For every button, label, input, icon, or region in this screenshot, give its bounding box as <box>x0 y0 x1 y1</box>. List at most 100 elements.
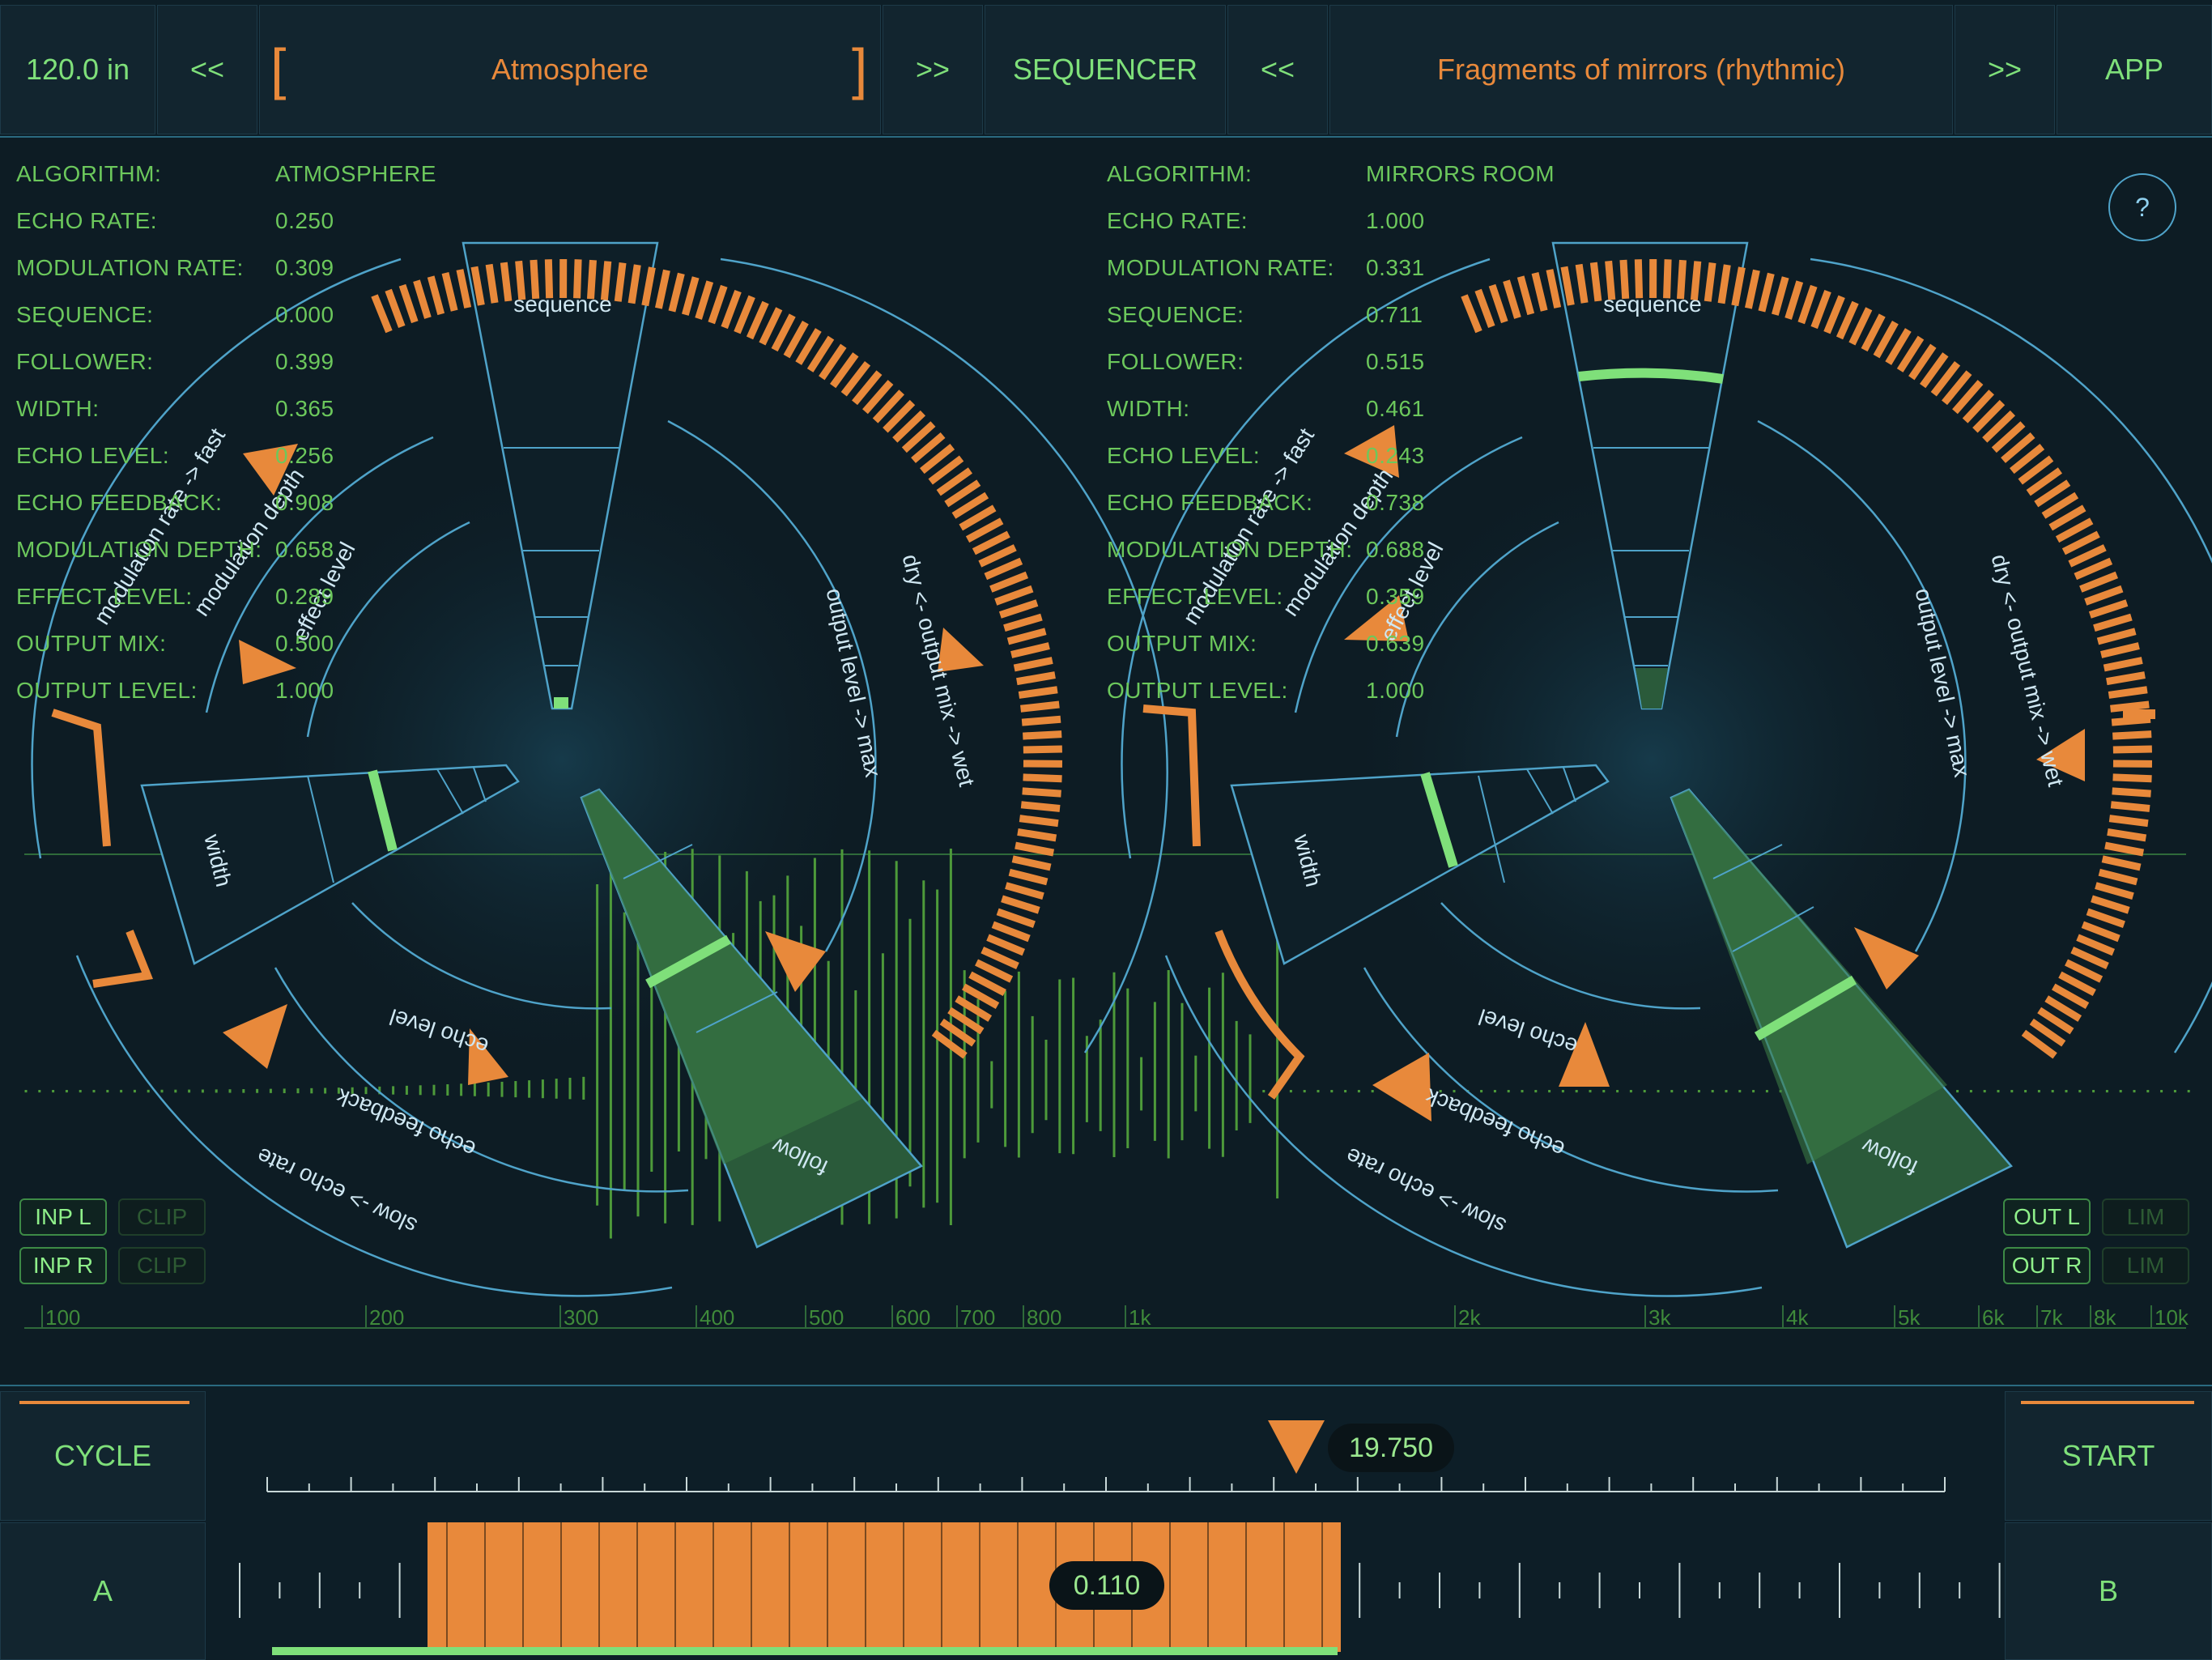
tempo-display[interactable]: 120.0 in <box>0 5 155 134</box>
output-level-segment <box>2104 661 2142 669</box>
right-param-key: OUTPUT MIX: <box>1107 620 1257 667</box>
input-right-meter[interactable]: INP R <box>19 1247 107 1284</box>
ab-selection[interactable] <box>428 1522 1341 1652</box>
right-echo-rate-label: slow -> echo rate <box>1342 1143 1509 1239</box>
input-left-clip: CLIP <box>118 1198 206 1236</box>
output-level-segment <box>618 263 623 302</box>
left-echo-rate-handle[interactable] <box>223 1004 287 1069</box>
preset-right-selector[interactable]: Fragments of mirrors (rhythmic) <box>1329 5 1953 134</box>
output-level-segment <box>1775 277 1785 314</box>
right-param-key: FOLLOWER: <box>1107 338 1244 385</box>
output-level-segment <box>1814 292 1828 328</box>
right-param-key: ECHO RATE: <box>1107 198 1248 245</box>
transport-scrubber[interactable] <box>207 1386 2003 1660</box>
output-level-segment <box>1021 704 1060 709</box>
output-level-segment <box>1019 819 1058 824</box>
app-button[interactable]: APP <box>2057 5 2212 134</box>
output-level-segment <box>2113 749 2152 750</box>
output-level-segment <box>1762 274 1771 312</box>
output-level-segment <box>982 950 1018 966</box>
right-param-key: EFFECT LEVEL: <box>1107 573 1283 620</box>
ab-progress-bar <box>272 1647 1338 1655</box>
left-param-key: ECHO FEEDBACK: <box>16 479 222 526</box>
output-level-segment <box>548 259 549 298</box>
output-right-meter[interactable]: OUT R <box>2003 1247 2091 1284</box>
frequency-tick-label: 6k <box>1982 1305 2005 1330</box>
output-level-segment <box>737 296 751 332</box>
cycle-button[interactable]: CYCLE <box>0 1391 206 1521</box>
output-level-segment <box>2099 872 2138 882</box>
right-param-key: MODULATION RATE: <box>1107 245 1334 292</box>
output-level-segment <box>2082 925 2119 939</box>
output-level-segment <box>1006 886 1043 896</box>
output-level-segment <box>993 925 1029 939</box>
right-param-value: 0.711 <box>1366 292 1423 338</box>
output-level-segment <box>2103 859 2141 867</box>
preset-left-selector[interactable]: Atmosphere <box>259 5 881 134</box>
start-button[interactable]: START <box>2005 1391 2212 1521</box>
output-level-segment <box>1023 734 1061 736</box>
output-level-segment <box>2112 791 2151 794</box>
output-level-segment <box>2086 589 2122 602</box>
right-param-value: 0.243 <box>1366 432 1425 479</box>
point-a-button[interactable]: A <box>0 1522 206 1660</box>
output-level-segment <box>672 274 681 312</box>
left-param-value: 0.365 <box>275 385 334 432</box>
prev-preset-left-button[interactable]: << <box>157 5 257 134</box>
output-level-segment <box>998 912 1034 925</box>
input-left-meter[interactable]: INP L <box>19 1198 107 1236</box>
right-param-key: SEQUENCE: <box>1107 292 1244 338</box>
right-param-value: 0.738 <box>1366 479 1425 526</box>
output-left-meter[interactable]: OUT L <box>2003 1198 2091 1236</box>
left-param-value: 0.289 <box>275 573 334 620</box>
frequency-tick-label: 8k <box>2094 1305 2116 1330</box>
left-param-key: ALGORITHM: <box>16 151 161 198</box>
frequency-tick-label: 300 <box>564 1305 598 1330</box>
left-param-key: MODULATION RATE: <box>16 245 244 292</box>
sequencer-mode-button[interactable]: SEQUENCER <box>985 5 1226 134</box>
output-level-segment <box>1802 286 1814 322</box>
output-level-segment <box>1015 845 1053 853</box>
left-echo-rate-label: slow -> echo rate <box>253 1143 420 1239</box>
bracket-close: ] <box>852 40 867 97</box>
output-level-segment <box>725 292 738 328</box>
output-level-segment <box>2113 777 2152 779</box>
right-echo-rate-handle[interactable] <box>1372 1053 1431 1122</box>
output-level-segment <box>2108 832 2146 838</box>
left-param-value: ATMOSPHERE <box>275 151 436 198</box>
point-b-button[interactable]: B <box>2005 1522 2212 1660</box>
right-input-level-indicator <box>1143 709 1197 846</box>
input-right-clip: CLIP <box>118 1247 206 1284</box>
output-level-segment <box>2094 617 2131 628</box>
output-level-segment <box>2078 938 2113 952</box>
right-param-value: 0.639 <box>1366 620 1425 667</box>
output-level-segment <box>1023 749 1062 750</box>
right-param-value: MIRRORS ROOM <box>1366 151 1555 198</box>
output-level-segment <box>2075 561 2111 577</box>
prev-preset-right-button[interactable]: << <box>1227 5 1328 134</box>
help-button[interactable]: ? <box>2108 173 2176 241</box>
point-a-label: A <box>93 1574 113 1608</box>
output-level-segment <box>504 262 508 301</box>
bracket-open: [ <box>270 40 286 97</box>
output-level-segment <box>2112 719 2150 722</box>
position-ruler[interactable] <box>267 1477 1945 1492</box>
preset-left-name: Atmosphere <box>491 53 649 87</box>
position-handle[interactable] <box>1268 1420 1325 1474</box>
output-level-segment <box>996 589 1032 602</box>
next-preset-right-button[interactable]: >> <box>1955 5 2055 134</box>
next-preset-left-button[interactable]: >> <box>883 5 983 134</box>
left-param-value: 0.309 <box>275 245 334 292</box>
output-level-segment <box>1748 270 1756 309</box>
left-param-key: WIDTH: <box>16 385 100 432</box>
output-level-segment <box>985 561 1021 577</box>
output-level-segment <box>1000 602 1037 615</box>
left-echo-level-indicator <box>93 931 147 984</box>
left-echo-feedback-label: echo feedback <box>332 1083 479 1162</box>
output-level-segment <box>2107 675 2145 682</box>
left-param-value: 0.256 <box>275 432 334 479</box>
frequency-tick-label: 4k <box>1786 1305 1809 1330</box>
output-level-segment <box>1019 690 1057 696</box>
